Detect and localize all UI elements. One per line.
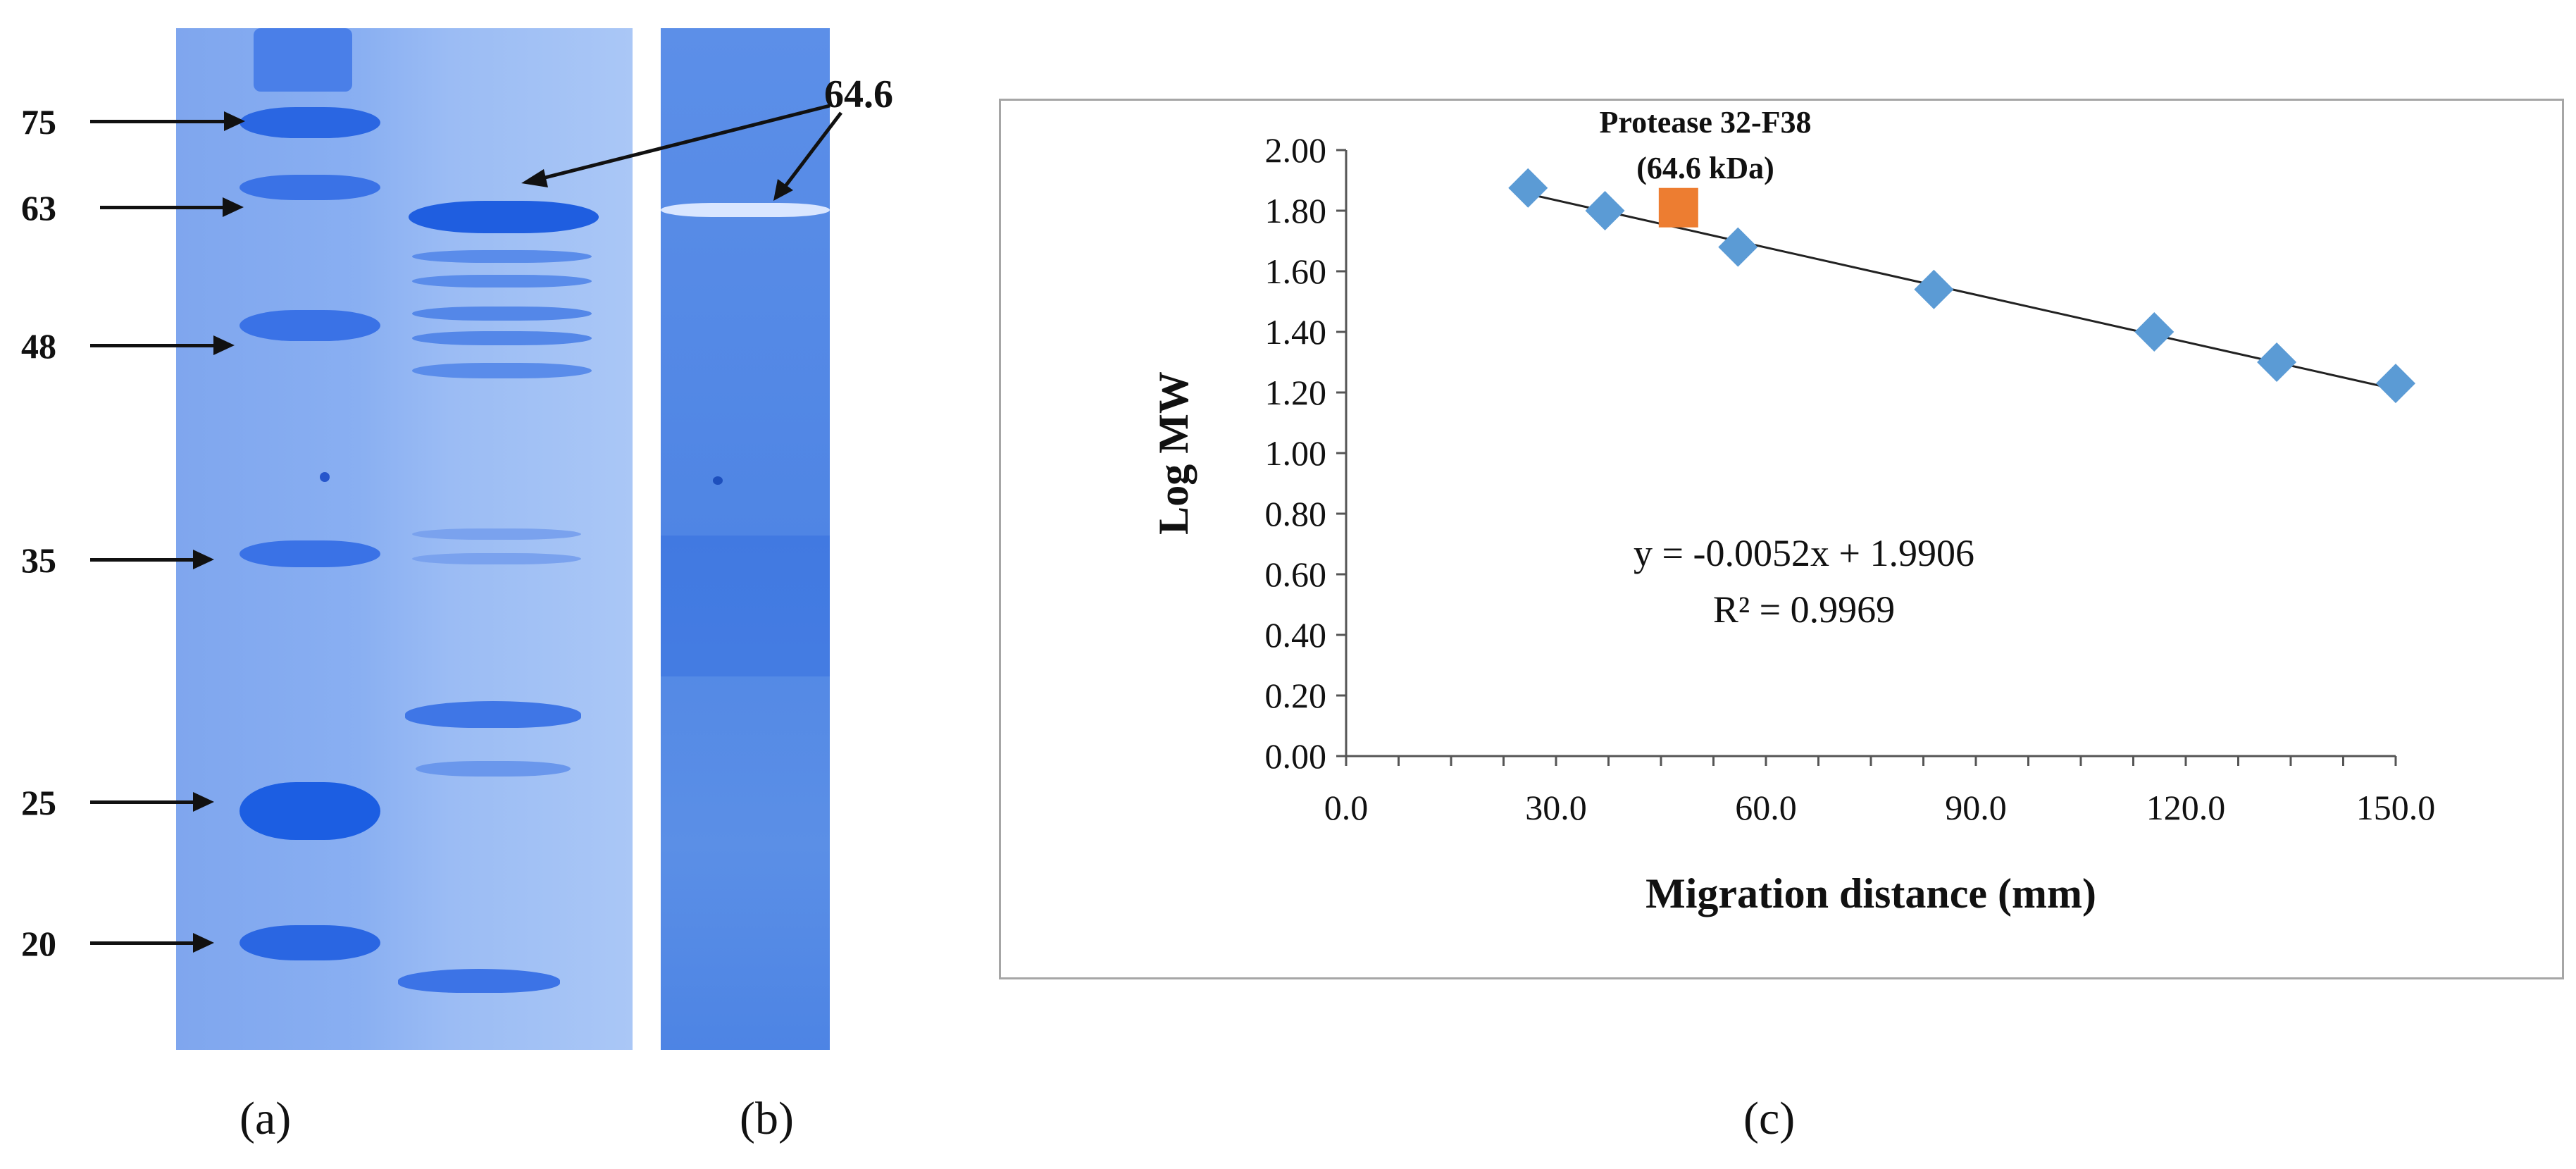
sample-band-minor-6: [412, 528, 581, 540]
marker-point: [1914, 269, 1954, 309]
annotation-arrowhead-b: [773, 179, 793, 201]
marker-label-35: 35: [21, 540, 56, 580]
x-tick-label: 120.0: [2146, 788, 2226, 827]
panel-label-c-text: (c): [1743, 1093, 1796, 1144]
gel-spot: [320, 472, 330, 482]
marker-arrowhead-25: [193, 792, 214, 812]
marker-band-35: [239, 540, 380, 567]
y-tick-label: 0.20: [1265, 676, 1327, 715]
y-tick-label: 0.80: [1265, 494, 1327, 533]
r-squared-label: R² = 0.9969: [1713, 588, 1895, 631]
y-tick-label: 1.20: [1265, 373, 1327, 412]
zymogram-spot: [713, 476, 723, 485]
panel-label-a-text: (a): [239, 1093, 292, 1144]
trendline-equation: y = -0.0052x + 1.9906: [1634, 532, 1974, 574]
protease-point: [1658, 187, 1698, 228]
marker-band-75: [239, 107, 380, 138]
marker-arrow-20: [90, 941, 196, 945]
x-tick-label: 30.0: [1525, 788, 1587, 827]
marker-label-63: 63: [21, 188, 56, 228]
chart-frame: 0.00 0.20 0.40 0.60 0.80 1.00 1.20 1.40 1.60 1.80…: [999, 99, 2564, 979]
marker-point: [2376, 364, 2415, 404]
y-tick-label: 0.00: [1265, 736, 1327, 776]
sample-band-low: [398, 969, 560, 993]
sds-page-gel: [176, 28, 633, 1050]
sample-band-minor-2: [412, 275, 592, 287]
x-axis-title: Migration distance (mm): [1645, 870, 2096, 917]
marker-band-top: [254, 28, 352, 92]
marker-arrow-25: [90, 800, 196, 804]
x-tick-label: 90.0: [1945, 788, 2007, 827]
protease-label-name: Protease 32-F38: [1600, 105, 1812, 140]
sample-band-minor-7: [412, 553, 581, 564]
annotation-arrow-a: [536, 104, 830, 182]
marker-arrowhead-35: [193, 550, 214, 569]
x-tick-label: 60.0: [1735, 788, 1797, 827]
panel-label-b: (b): [740, 1096, 794, 1142]
marker-point: [2134, 312, 2174, 352]
marker-point: [1718, 227, 1758, 267]
marker-point: [2257, 342, 2297, 382]
marker-band-20: [239, 925, 380, 960]
marker-label-25: 25: [21, 783, 56, 822]
sample-band-minor-5: [412, 363, 592, 378]
protease-label-mw: (64.6 kDa): [1636, 151, 1774, 185]
zymogram-gel: [661, 28, 830, 1050]
y-tick-label: 0.40: [1265, 615, 1327, 655]
annotation-arrowhead-a: [521, 169, 548, 187]
sample-band-minor-1: [412, 250, 592, 263]
marker-arrow-35: [90, 558, 196, 562]
marker-arrow-75: [90, 120, 228, 123]
y-tick-label: 1.00: [1265, 433, 1327, 473]
marker-label-75: 75: [21, 102, 56, 142]
y-tick-label: 1.60: [1265, 252, 1327, 291]
panel-label-c: (c): [1743, 1096, 1795, 1142]
activity-band: [661, 203, 830, 217]
sample-band-main: [409, 201, 599, 233]
zymogram-shade: [661, 536, 830, 676]
marker-arrow-63: [100, 206, 225, 209]
panel-label-a: (a): [239, 1096, 291, 1142]
marker-label-48: 48: [21, 326, 56, 366]
band-annotation-label: 64.6: [824, 73, 893, 116]
marker-band-25: [239, 782, 380, 840]
marker-arrowhead-75: [224, 111, 245, 131]
sample-band-minor-4: [412, 331, 592, 345]
y-tick-label: 2.00: [1265, 130, 1327, 170]
x-tick-label: 150.0: [2356, 788, 2436, 827]
y-tick-label: 1.40: [1265, 312, 1327, 352]
sample-band-minor-3: [412, 307, 592, 321]
sample-band-26: [416, 761, 571, 777]
marker-arrowhead-63: [223, 197, 244, 217]
marker-band-48: [239, 310, 380, 341]
marker-arrowhead-20: [193, 933, 214, 953]
marker-point: [1508, 168, 1548, 208]
sample-band-29: [405, 701, 581, 728]
marker-arrowhead-48: [213, 335, 235, 355]
marker-label-20: 20: [21, 924, 56, 963]
x-tick-label: 0.0: [1324, 788, 1369, 827]
y-axis-title: Log MW: [1150, 371, 1197, 535]
y-tick-label: 1.80: [1265, 191, 1327, 230]
annotation-arrow-b: [782, 111, 842, 190]
panel-label-b-text: (b): [740, 1093, 794, 1144]
marker-point: [1585, 191, 1625, 230]
marker-band-63: [239, 175, 380, 200]
marker-arrow-48: [90, 344, 217, 347]
standard-curve-chart: 0.00 0.20 0.40 0.60 0.80 1.00 1.20 1.40 1.60 1.80…: [1150, 105, 2436, 917]
y-tick-label: 0.60: [1265, 555, 1327, 594]
